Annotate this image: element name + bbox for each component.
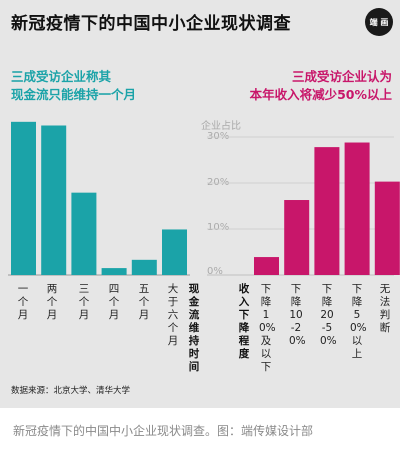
chart-title: 新冠疫情下的中国中小企业现状调查 — [11, 14, 291, 34]
left-bar-3 — [71, 192, 97, 275]
right-cat-2: 下降10-20% — [289, 283, 306, 347]
left-bar-1 — [11, 121, 36, 275]
left-cat-5: 五个月 — [138, 283, 150, 321]
right-x-axis-title: 收入下降程度 — [238, 283, 250, 360]
initium-logo: 端 画 — [365, 8, 393, 36]
left-bar-2 — [41, 125, 67, 275]
y-tick-0: 0% — [207, 266, 223, 277]
left-cat-4: 四个月 — [108, 283, 120, 321]
left-subtitle: 三成受访企业称其 现金流只能维持一个月 — [11, 68, 136, 104]
right-bar-4 — [344, 142, 370, 275]
right-cat-4: 下降50%以上 — [350, 283, 367, 360]
right-bar-3 — [314, 147, 340, 275]
data-source: 数据来源：北京大学、清华大学 — [11, 386, 131, 396]
right-bar-5 — [374, 181, 400, 275]
right-bar-1 — [254, 257, 279, 275]
left-subtitle-line-1: 三成受访企业称其 — [11, 69, 112, 84]
left-x-axis-title: 现金流维持时间 — [188, 283, 200, 373]
y-tick-30: 30% — [207, 131, 230, 142]
left-bar-4 — [101, 268, 127, 275]
left-cat-2: 两个月 — [46, 283, 58, 321]
right-subtitle: 三成受访企业认为 本年收入将减少50%以上 — [250, 68, 392, 104]
y-axis-unit-label: 企业占比 — [201, 121, 241, 132]
chart-card: 新冠疫情下的中国中小企业现状调查 端 画 三成受访企业称其 现金流只能维持一个月… — [0, 0, 400, 408]
left-cat-3: 三个月 — [78, 283, 90, 321]
right-subtitle-line-1: 三成受访企业认为 — [291, 69, 392, 84]
right-cat-3: 下降20-50% — [320, 283, 337, 347]
left-bar-5 — [131, 259, 157, 275]
left-cat-1: 一个月 — [17, 283, 29, 321]
left-cat-6: 大于六个月 — [167, 283, 179, 347]
left-subtitle-line-2: 现金流只能维持一个月 — [11, 87, 137, 102]
right-subtitle-line-2: 本年收入将减少50%以上 — [249, 87, 392, 102]
right-bar-2 — [284, 200, 310, 275]
bar-chart-svg — [8, 121, 400, 276]
figure-caption: 新冠疫情下的中国中小企业现状调查。图：端传媒设计部 — [13, 424, 314, 438]
left-bar-6 — [162, 229, 187, 275]
y-tick-20: 20% — [207, 177, 230, 188]
right-cat-1: 下降10%及以下 — [259, 283, 276, 373]
right-cat-5: 无法判断 — [379, 283, 391, 334]
y-tick-10: 10% — [207, 222, 230, 233]
